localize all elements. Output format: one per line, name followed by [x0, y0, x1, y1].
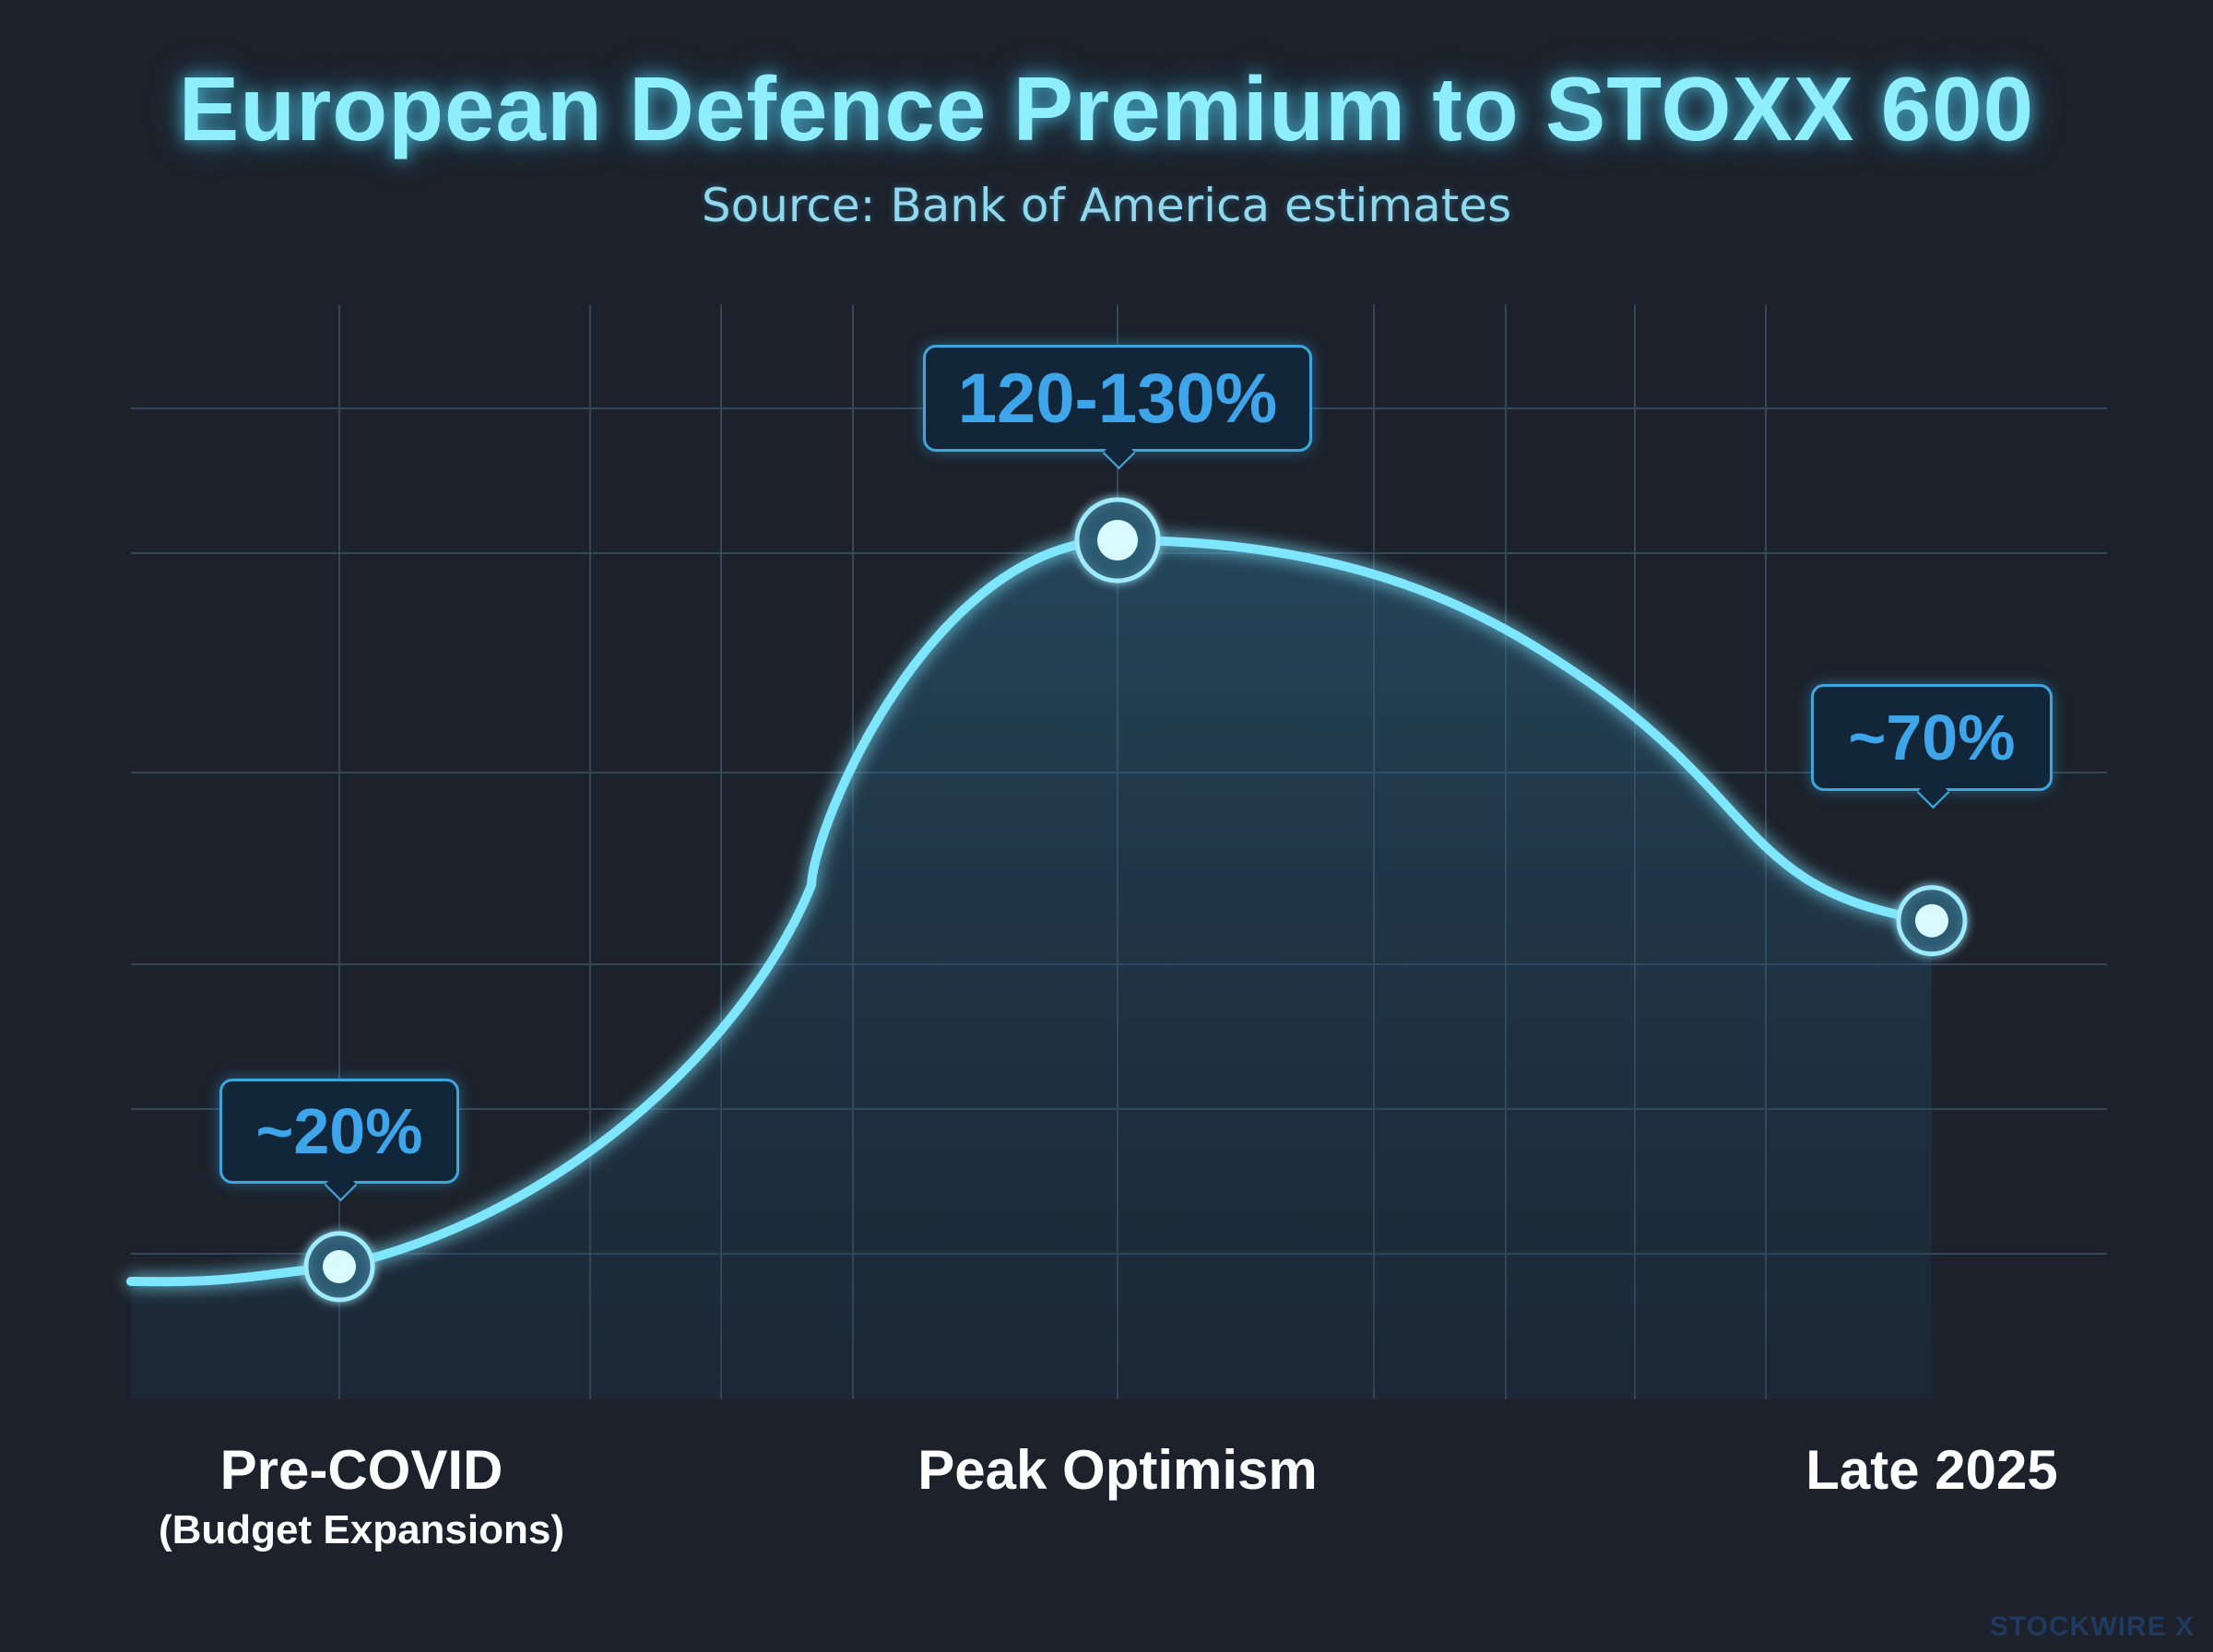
chart-title: European Defence Premium to STOXX 600 [178, 58, 2035, 159]
data-point [1097, 520, 1138, 560]
x-tick-label-main: Peak Optimism [917, 1439, 1318, 1501]
data-label-text: ~70% [1848, 702, 2016, 773]
data-label-text: ~20% [255, 1095, 423, 1167]
x-tick-label-main: Late 2025 [1805, 1439, 2058, 1501]
data-point [1915, 903, 1948, 938]
data-point [323, 1250, 356, 1283]
series-line [126, 535, 1936, 1287]
area-fill [131, 540, 1932, 1399]
chart-subtitle: Source: Bank of America estimates [701, 179, 1512, 232]
axes [106, 301, 2110, 1424]
data-label-text: 120-130% [957, 359, 1278, 438]
data-points [303, 497, 1968, 1303]
x-tick-label: Pre-COVID (Budget Expansions) [159, 1438, 564, 1553]
data-label-callout: ~70% [1811, 684, 2053, 791]
data-label-callout: 120-130% [923, 345, 1312, 452]
x-tick-label: Peak Optimism [917, 1438, 1318, 1502]
watermark: STOCKWIRE X [1989, 1611, 2195, 1642]
x-tick-label: Late 2025 [1805, 1438, 2058, 1502]
x-tick-label-main: Pre-COVID [219, 1439, 503, 1501]
data-label-callout: ~20% [219, 1079, 459, 1184]
x-tick-label-sub: (Budget Expansions) [158, 1507, 565, 1552]
